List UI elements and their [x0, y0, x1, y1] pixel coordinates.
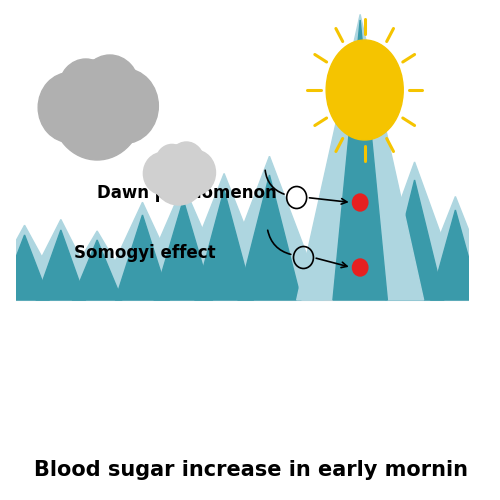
Circle shape — [38, 72, 102, 142]
Polygon shape — [116, 215, 170, 300]
Polygon shape — [72, 240, 122, 300]
Ellipse shape — [326, 40, 403, 140]
Polygon shape — [333, 20, 388, 300]
Polygon shape — [20, 220, 102, 300]
Text: Blood sugar increase in early mornin: Blood sugar increase in early mornin — [34, 460, 469, 480]
Polygon shape — [215, 156, 324, 300]
Polygon shape — [414, 196, 496, 300]
Circle shape — [90, 68, 158, 144]
Polygon shape — [296, 14, 424, 300]
Circle shape — [144, 152, 182, 194]
Polygon shape — [238, 175, 301, 300]
Polygon shape — [56, 231, 138, 300]
Text: Dawn phenomenon: Dawn phenomenon — [97, 184, 277, 202]
Polygon shape — [0, 225, 66, 300]
Polygon shape — [97, 202, 188, 300]
Polygon shape — [430, 210, 480, 300]
Text: Somogyi effect: Somogyi effect — [74, 244, 216, 262]
Circle shape — [152, 145, 206, 205]
Polygon shape — [134, 185, 233, 300]
Polygon shape — [36, 230, 86, 300]
Polygon shape — [364, 162, 464, 300]
Circle shape — [52, 60, 142, 160]
Circle shape — [156, 144, 188, 180]
Circle shape — [174, 150, 216, 195]
Polygon shape — [174, 174, 274, 300]
Circle shape — [168, 142, 204, 181]
Circle shape — [352, 194, 368, 211]
Polygon shape — [194, 190, 254, 300]
Polygon shape — [154, 200, 213, 300]
Circle shape — [352, 259, 368, 276]
Polygon shape — [385, 180, 444, 300]
Circle shape — [58, 59, 113, 119]
Polygon shape — [0, 235, 50, 300]
Circle shape — [80, 55, 140, 120]
